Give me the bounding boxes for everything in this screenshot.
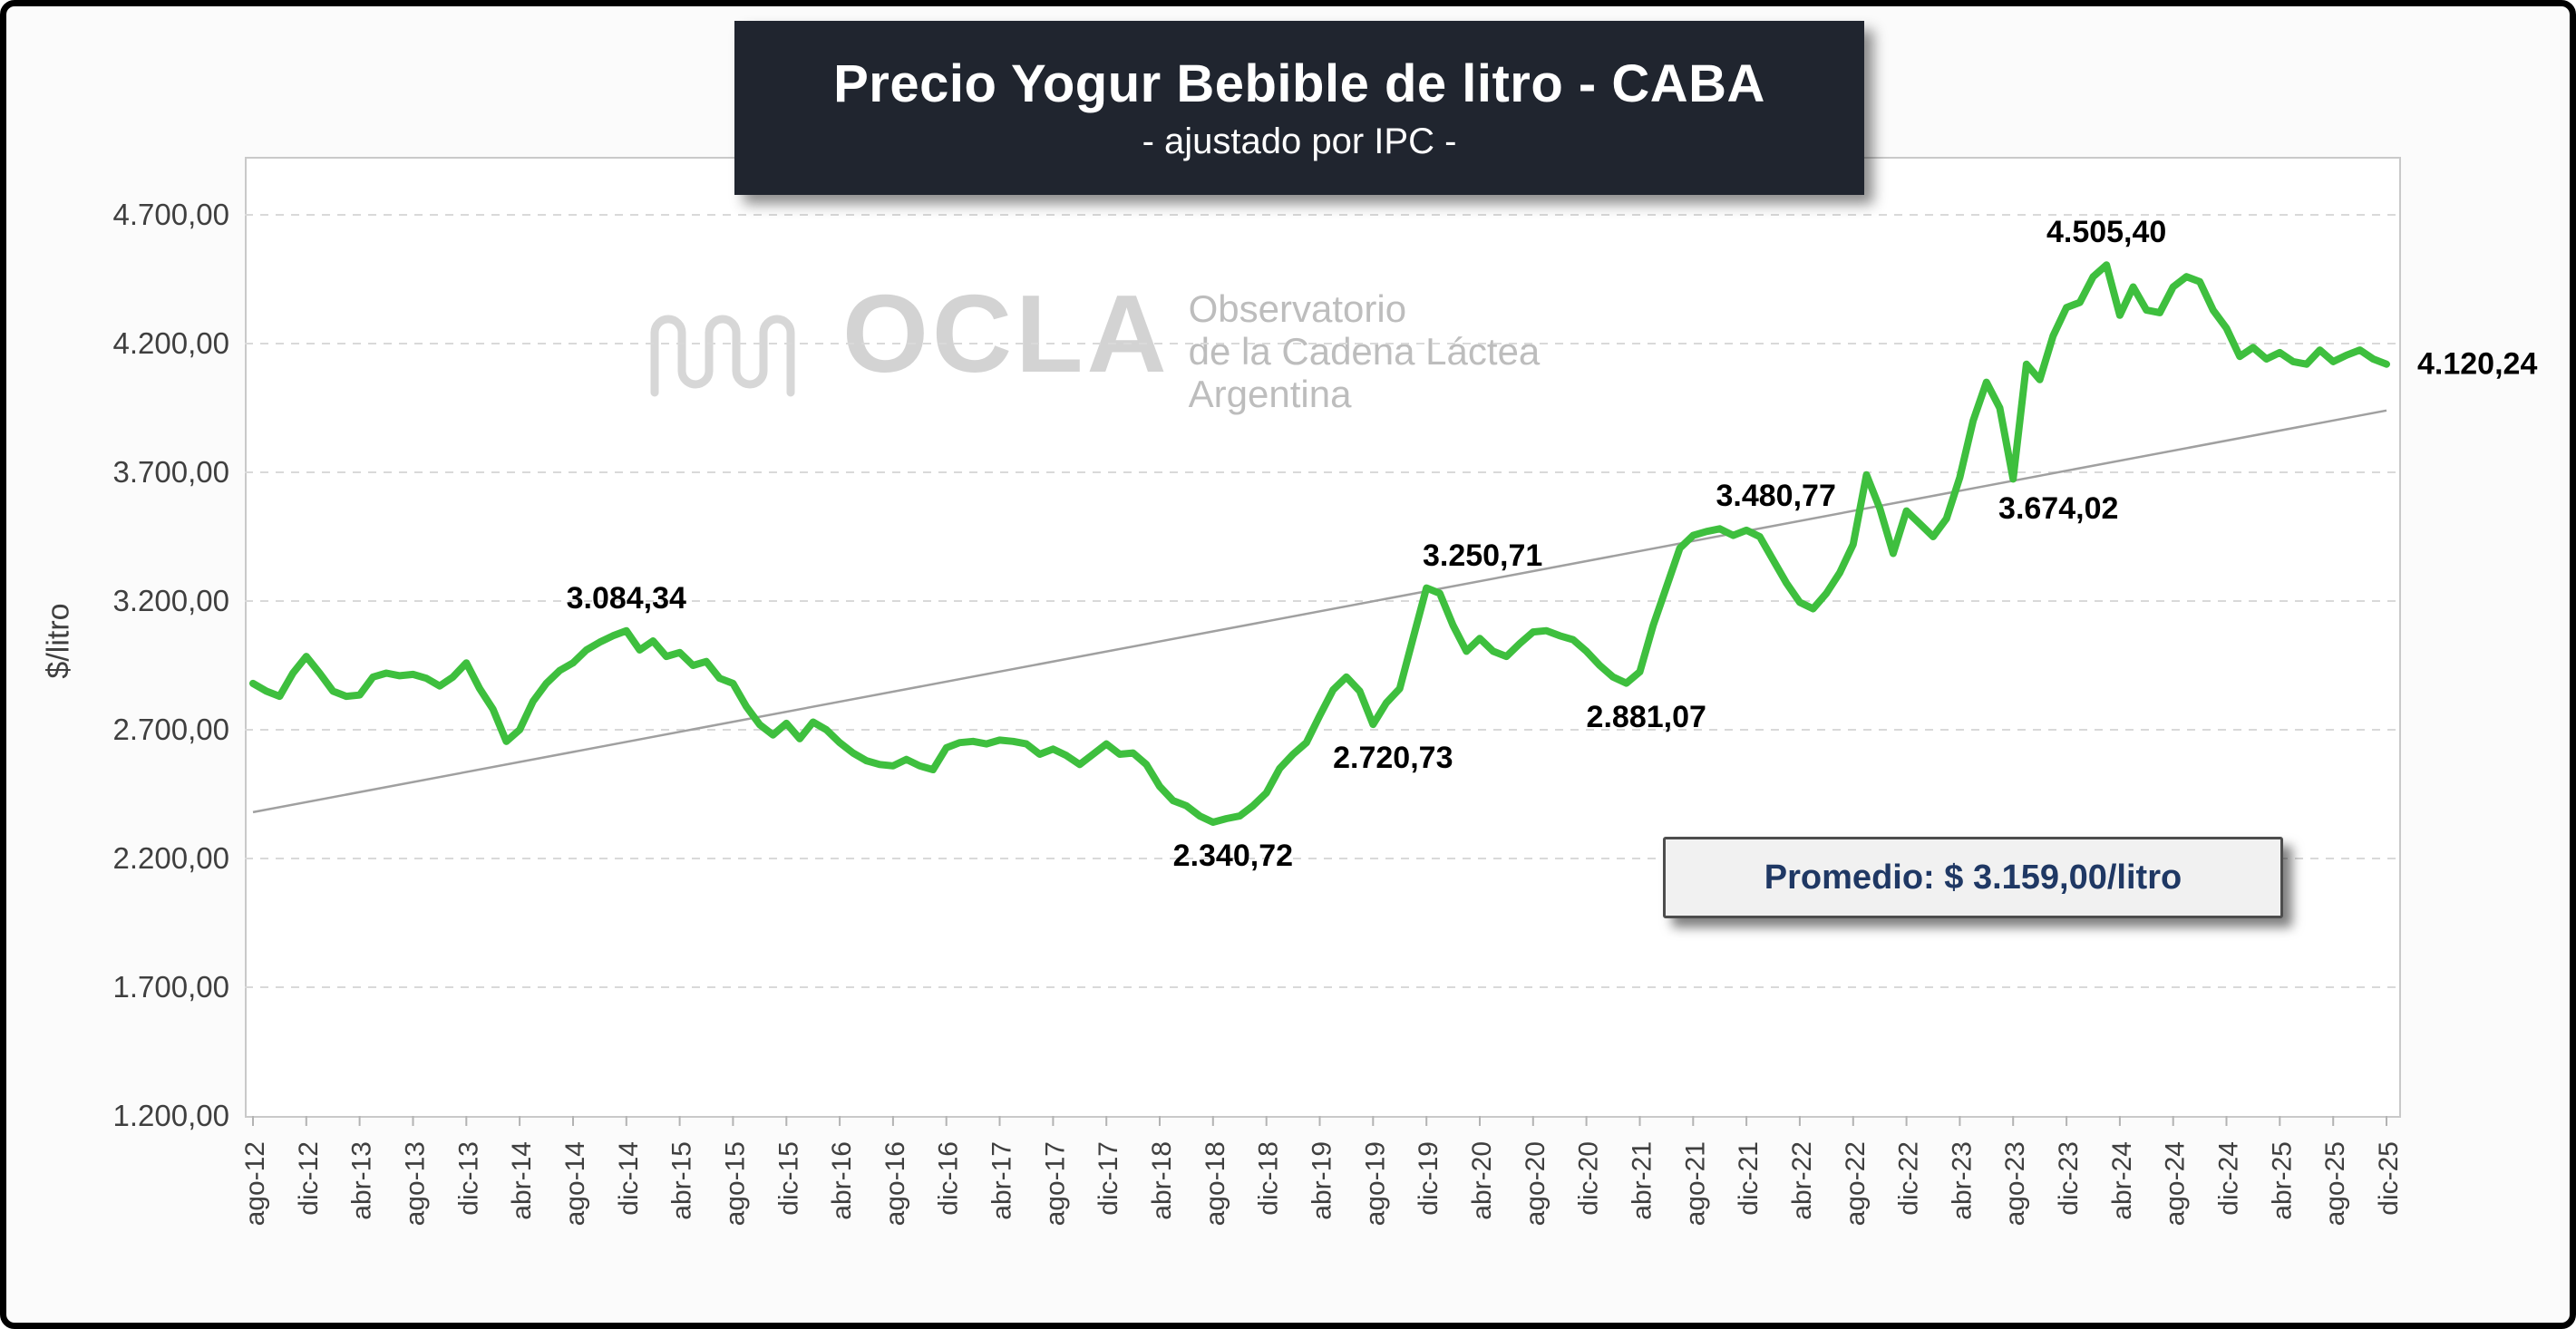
chart-title-box: Precio Yogur Bebible de litro - CABA - a… [734,21,1864,195]
data-label-ago-19: 2.720,73 [1333,741,1453,776]
x-tick-label: ago-22 [1841,1141,1871,1226]
x-tick-label: ago-16 [880,1141,910,1226]
data-label-oct-21: 3.480,77 [1716,479,1836,514]
x-tick-label: ago-25 [2320,1141,2350,1226]
data-label-dic-19: 3.250,71 [1422,538,1543,573]
y-axis-title: $/litro [41,603,76,679]
x-tick-label: abr-19 [1307,1141,1337,1220]
y-tick-label: 2.200,00 [113,841,229,875]
x-tick-label: abr-14 [507,1141,537,1220]
x-tick-label: dic-22 [1894,1141,1924,1216]
x-tick-label: abr-25 [2267,1141,2297,1220]
y-tick-label: 3.200,00 [113,584,229,617]
x-tick-label: ago-14 [560,1141,590,1226]
price-series-line [249,261,2390,826]
trend-line [252,409,2387,814]
x-tick-label: ago-17 [1040,1141,1070,1226]
y-tick-label: 1.200,00 [113,1099,229,1132]
x-tick-label: ago-19 [1360,1141,1390,1226]
y-tick-label: 3.700,00 [113,455,229,489]
x-tick-label: dic-16 [934,1141,964,1216]
chart-title: Precio Yogur Bebible de litro - CABA [833,54,1765,113]
x-tick-label: abr-21 [1628,1141,1657,1220]
x-tick-label: abr-22 [1787,1141,1817,1220]
x-tick-label: dic-14 [614,1141,644,1216]
x-tick-label: dic-23 [2054,1141,2084,1216]
y-tick-label: 4.200,00 [113,326,229,360]
x-tick-label: abr-17 [987,1141,1017,1220]
x-tick-label: dic-17 [1094,1141,1123,1216]
x-tick-label: abr-23 [1947,1141,1977,1220]
x-tick-label: dic-18 [1254,1141,1284,1216]
x-tick-label: dic-19 [1414,1141,1444,1216]
x-tick-label: abr-16 [827,1141,857,1220]
x-tick-label: ago-13 [401,1141,431,1226]
data-label-ago-23: 3.674,02 [1998,491,2119,527]
x-tick-label: ago-20 [1521,1141,1550,1226]
x-tick-label: ago-21 [1680,1141,1710,1226]
x-tick-label: dic-15 [773,1141,803,1216]
x-tick-label: ago-24 [2161,1141,2191,1226]
x-tick-label: abr-24 [2107,1141,2137,1220]
x-tick-label: dic-20 [1574,1141,1604,1216]
average-text: Promedio: $ 3.159,00/litro [1764,858,2182,897]
y-tick-label: 4.700,00 [113,198,229,231]
x-tick-label: dic-24 [2214,1141,2244,1216]
x-tick-label: dic-21 [1734,1141,1764,1216]
x-tick-label: ago-23 [2000,1141,2030,1226]
data-label-dic-25: 4.120,24 [2417,346,2538,382]
x-tick-label: ago-15 [720,1141,750,1226]
data-label-dic-14: 3.084,34 [566,580,686,616]
x-tick-label: dic-13 [453,1141,483,1216]
x-tick-label: abr-15 [667,1141,697,1220]
y-tick-label: 1.700,00 [113,970,229,1004]
data-label-mar-21: 2.881,07 [1586,699,1706,734]
chart-canvas: 4.700,00 4.200,00 3.700,00 3.200,00 2.700,00… [113,198,2404,1226]
chart-subtitle: - ajustado por IPC - [1142,121,1457,161]
x-tick-label: dic-25 [2374,1141,2404,1216]
y-tick-label: 2.700,00 [113,713,229,746]
x-tick-label: ago-18 [1201,1141,1230,1226]
x-tick-label: dic-12 [294,1141,324,1216]
data-label-ago-18: 2.340,72 [1172,839,1294,874]
x-tick-label: ago-12 [240,1141,270,1226]
data-label-mar-24: 4.505,40 [2046,215,2167,250]
x-tick-label: abr-18 [1147,1141,1177,1220]
x-tick-label: abr-13 [347,1141,377,1220]
average-callout: Promedio: $ 3.159,00/litro [1663,837,2283,918]
x-tick-label: abr-20 [1467,1141,1497,1220]
